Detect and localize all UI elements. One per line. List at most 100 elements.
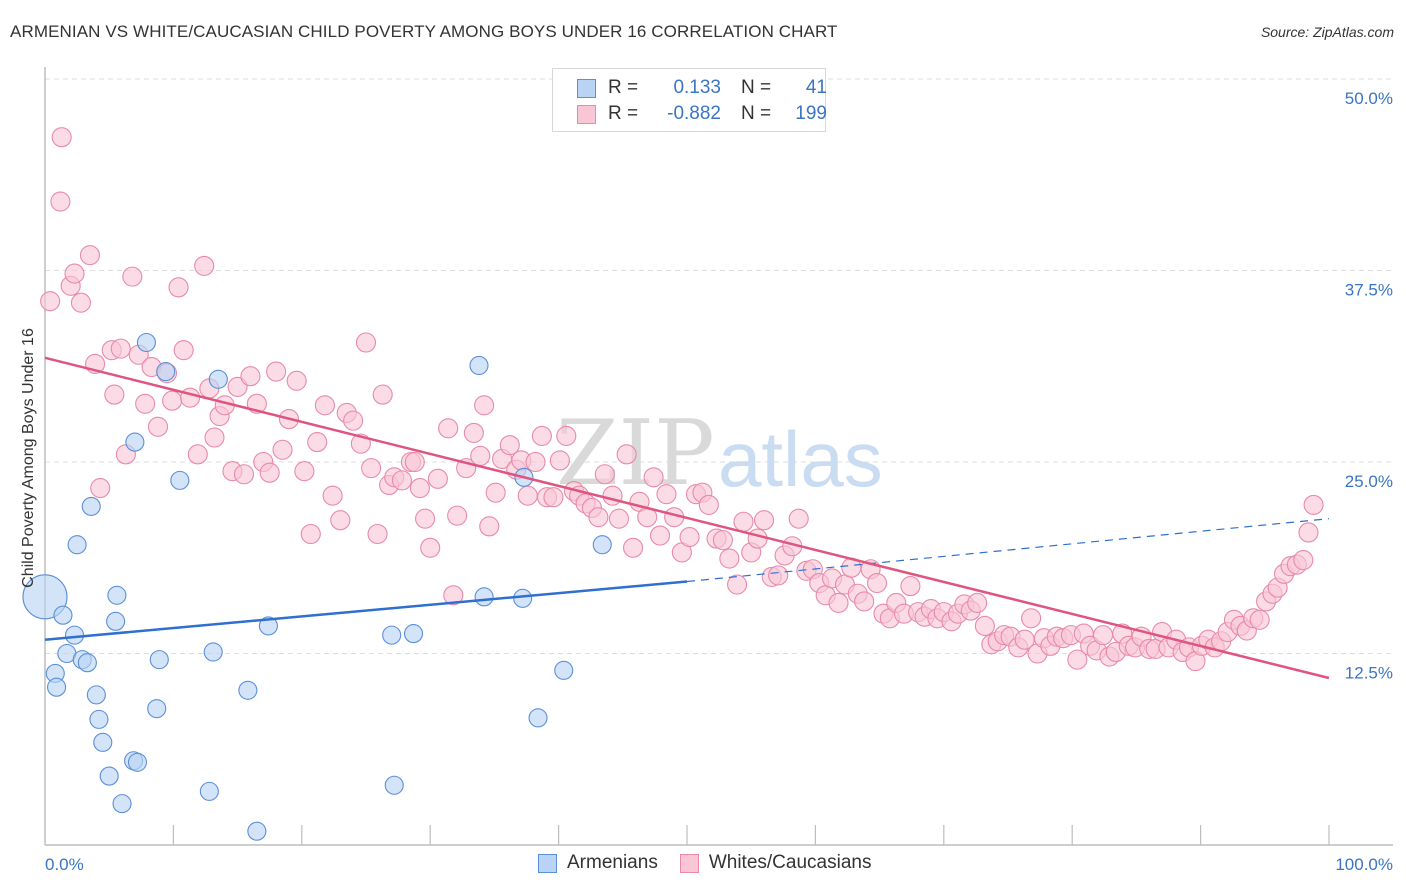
trend-line-whites <box>44 356 1330 680</box>
data-point-whites <box>110 338 131 359</box>
data-point-whites <box>474 395 495 416</box>
data-point-whites <box>517 485 538 506</box>
data-point-whites <box>854 591 875 612</box>
data-point-whites <box>187 444 208 465</box>
whites-swatch <box>679 853 699 873</box>
data-point-armenians <box>47 677 67 697</box>
data-point-whites <box>404 451 425 473</box>
data-point-armenians <box>81 496 101 516</box>
r-value: 0.133 <box>673 77 721 98</box>
y-tick-label: 25.0% <box>1345 472 1393 491</box>
data-point-armenians <box>384 775 404 795</box>
data-point-armenians <box>247 821 267 841</box>
data-point-whites <box>427 468 448 489</box>
y-axis-label: Child Poverty Among Boys Under 16 <box>20 328 37 588</box>
series-armenians <box>22 332 612 841</box>
data-point-armenians <box>149 650 169 670</box>
data-point-whites <box>967 592 988 613</box>
data-point-whites <box>322 485 343 506</box>
y-tick-label: 12.5% <box>1345 664 1393 683</box>
data-point-whites <box>180 387 201 408</box>
data-point-whites <box>286 370 307 391</box>
legend-item-whites-caucasians[interactable]: Whites/Caucasians <box>679 852 871 874</box>
data-point-whites <box>173 340 194 361</box>
data-point-whites <box>463 422 484 443</box>
data-point-whites <box>712 530 734 551</box>
data-point-whites <box>656 484 677 505</box>
data-point-whites <box>330 510 351 531</box>
data-point-whites <box>768 565 789 586</box>
data-point-armenians <box>513 588 533 608</box>
data-point-whites <box>240 366 261 387</box>
data-point-whites <box>307 432 328 453</box>
data-point-whites <box>479 516 500 537</box>
legend-item-armenians[interactable]: Armenians <box>538 852 658 874</box>
data-point-whites <box>1249 609 1270 630</box>
data-point-whites <box>828 592 849 613</box>
series-legend: Armenians Whites/Caucasians <box>538 852 893 874</box>
data-point-armenians <box>203 642 223 662</box>
data-point-whites <box>314 395 335 416</box>
data-point-whites <box>343 410 364 431</box>
data-point-armenians <box>107 585 127 605</box>
correlation-legend: R = 0.133 N = 41 R = -0.882 N = 199 <box>552 68 827 132</box>
armenians-swatch <box>577 78 596 98</box>
y-tick-labels: 12.5% 25.0% 37.5% 50.0% <box>1345 89 1393 683</box>
data-point-armenians <box>64 625 85 645</box>
x-tick-label-min: 0.0% <box>45 855 84 874</box>
y-tick-label: 50.0% <box>1345 89 1393 108</box>
data-point-whites <box>204 427 225 448</box>
data-point-whites <box>409 477 430 499</box>
data-point-armenians <box>199 781 219 801</box>
r-value: -0.882 <box>667 103 721 124</box>
n-value: 41 <box>805 77 827 98</box>
data-point-armenians <box>22 574 68 620</box>
data-point-whites <box>616 444 637 465</box>
data-point-whites <box>485 482 506 503</box>
data-point-whites <box>50 191 71 212</box>
whites-swatch <box>577 104 596 124</box>
legend-label: Armenians <box>567 852 658 873</box>
data-point-whites <box>602 485 623 506</box>
data-point-whites <box>747 528 768 549</box>
trend-lines <box>44 356 1330 680</box>
data-point-armenians <box>53 605 73 625</box>
data-point-whites <box>272 439 293 460</box>
data-point-whites <box>233 464 255 485</box>
data-point-armenians <box>554 660 574 680</box>
data-point-whites <box>719 548 740 569</box>
trend-line-armenians <box>44 580 688 641</box>
data-point-whites <box>1067 649 1088 670</box>
data-point-whites <box>733 511 754 532</box>
data-point-whites <box>51 127 72 148</box>
data-point-armenians <box>170 470 190 490</box>
data-point-whites <box>355 332 377 353</box>
data-point-whites <box>259 462 280 483</box>
data-point-armenians <box>469 355 489 376</box>
data-point-whites <box>367 523 388 545</box>
data-point-whites <box>415 508 436 529</box>
data-point-whites <box>698 494 719 515</box>
data-point-whites <box>900 576 921 597</box>
data-point-whites <box>470 445 491 466</box>
data-point-whites <box>608 508 629 529</box>
data-point-armenians <box>592 535 612 555</box>
x-tick-label-max: 100.0% <box>1335 855 1393 874</box>
watermark-atlas: atlas <box>718 415 883 503</box>
data-point-whites <box>391 470 413 491</box>
axes <box>44 67 1393 846</box>
data-point-whites <box>168 277 189 298</box>
data-point-whites <box>594 464 615 485</box>
n-value: 199 <box>795 103 827 124</box>
data-point-armenians <box>125 432 145 452</box>
data-point-whites <box>788 508 809 529</box>
data-point-whites <box>70 292 92 313</box>
data-point-whites <box>531 425 552 447</box>
data-point-armenians <box>93 732 113 752</box>
data-point-armenians <box>382 625 402 645</box>
data-point-whites <box>753 510 775 531</box>
data-point-whites <box>300 523 321 545</box>
trend-line-armenians-extrapolated <box>686 518 1330 583</box>
armenians-swatch <box>538 853 557 873</box>
data-point-whites <box>90 477 111 499</box>
